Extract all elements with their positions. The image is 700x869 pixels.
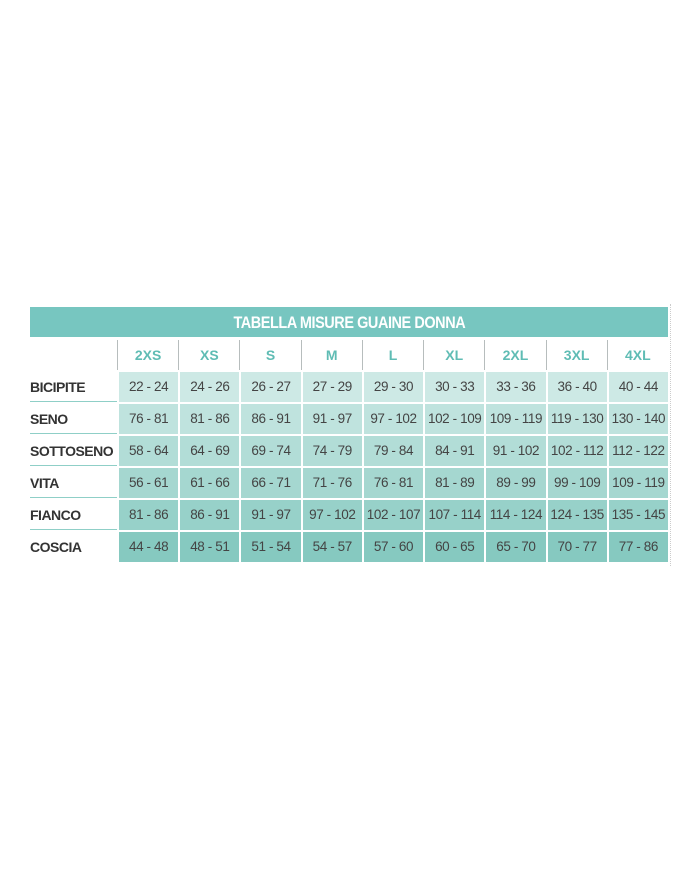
size-header-m: M [300,340,362,370]
table-cell: 81 - 86 [180,404,240,434]
table-cell: 102 - 109 [425,404,485,434]
table-cell: 56 - 61 [119,468,179,498]
row-label: SOTTOSENO [30,436,117,466]
table-row: COSCIA 44 - 48 48 - 51 51 - 54 54 - 57 57 - 6… [30,532,668,562]
table-cell: 91 - 97 [302,404,362,434]
table-cell: 91 - 97 [241,500,301,530]
table-cell: 81 - 89 [425,468,485,498]
table-cell: 61 - 66 [180,468,240,498]
table-cell: 36 - 40 [547,372,607,402]
row-label: FIANCO [30,500,117,530]
table-cell: 64 - 69 [180,436,240,466]
table-cell: 54 - 57 [302,532,362,562]
table-cell: 26 - 27 [241,372,301,402]
table-cell: 91 - 102 [486,436,546,466]
table-cell: 77 - 86 [608,532,668,562]
table-cell: 99 - 109 [547,468,607,498]
table-cell: 97 - 102 [363,404,424,434]
chart-title-text: TABELLA MISURE GUAINE DONNA [233,313,465,332]
table-cell: 124 - 135 [547,500,607,530]
table-cell: 119 - 130 [547,404,607,434]
table-cell: 114 - 124 [486,500,546,530]
row-label: BICIPITE [30,372,117,402]
table-cell: 69 - 74 [241,436,301,466]
size-header-s: S [239,340,300,370]
table-cell: 24 - 26 [180,372,240,402]
table-cell: 57 - 60 [363,532,424,562]
table-cell: 74 - 79 [302,436,362,466]
table-cell: 66 - 71 [241,468,301,498]
table-cell: 29 - 30 [363,372,424,402]
header-corner [30,340,117,370]
table-cell: 135 - 145 [608,500,668,530]
size-header-2xs: 2XS [117,340,178,370]
chart-title: TABELLA MISURE GUAINE DONNA [30,307,668,337]
row-label: COSCIA [30,539,82,555]
table-cell: 102 - 107 [363,500,424,530]
table-row: FIANCO 81 - 86 86 - 91 91 - 97 97 - 102 102 -… [30,500,668,530]
table-cell: 60 - 65 [425,532,485,562]
table-cell: 27 - 29 [302,372,362,402]
size-header-row: 2XS XS S M L XL 2XL 3XL 4XL [30,340,668,370]
table-cell: 130 - 140 [608,404,668,434]
size-header-2xl: 2XL [484,340,545,370]
table-cell: 65 - 70 [486,532,546,562]
page-edge-divider [670,304,671,566]
table-row: BICIPITE 22 - 24 24 - 26 26 - 27 27 - 29 29 -… [30,372,668,402]
size-header-4xl: 4XL [606,340,668,370]
table-cell: 107 - 114 [425,500,485,530]
table-row: VITA 56 - 61 61 - 66 66 - 71 71 - 76 76 - 81 8… [30,468,668,498]
table-cell: 109 - 119 [608,468,668,498]
table-cell: 48 - 51 [180,532,240,562]
table-cell: 86 - 91 [180,500,240,530]
table-cell: 70 - 77 [547,532,607,562]
table-cell: 40 - 44 [608,372,668,402]
size-header-xs: XS [178,340,239,370]
size-table-body: BICIPITE 22 - 24 24 - 26 26 - 27 27 - 29 29 -… [30,372,668,562]
size-header-xl: XL [423,340,484,370]
size-header-3xl: 3XL [545,340,607,370]
table-cell: 58 - 64 [119,436,179,466]
table-cell: 44 - 48 [119,532,179,562]
table-cell: 89 - 99 [486,468,546,498]
table-cell: 97 - 102 [302,500,362,530]
table-cell: 112 - 122 [608,436,668,466]
size-chart: TABELLA MISURE GUAINE DONNA 2XS XS S M L XL 2X… [30,307,668,562]
table-row: SENO 76 - 81 81 - 86 86 - 91 91 - 97 97 - 102… [30,404,668,434]
table-cell: 79 - 84 [363,436,424,466]
table-cell: 76 - 81 [363,468,424,498]
table-cell: 33 - 36 [486,372,546,402]
table-cell: 84 - 91 [425,436,485,466]
size-header-l: L [361,340,423,370]
table-cell: 86 - 91 [241,404,301,434]
table-cell: 71 - 76 [302,468,362,498]
table-row: SOTTOSENO 58 - 64 64 - 69 69 - 74 74 - 79 79 … [30,436,668,466]
table-cell: 51 - 54 [241,532,301,562]
table-cell: 109 - 119 [486,404,546,434]
row-label: SENO [30,404,117,434]
row-label: VITA [30,468,117,498]
table-cell: 22 - 24 [119,372,179,402]
table-cell: 76 - 81 [119,404,179,434]
table-cell: 81 - 86 [119,500,179,530]
table-cell: 30 - 33 [425,372,485,402]
table-cell: 102 - 112 [547,436,607,466]
